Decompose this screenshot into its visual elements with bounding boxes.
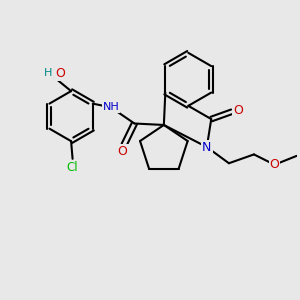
Text: H: H bbox=[44, 68, 52, 78]
Text: N: N bbox=[202, 141, 212, 154]
Text: O: O bbox=[55, 67, 65, 80]
Text: O: O bbox=[118, 145, 128, 158]
Text: NH: NH bbox=[103, 102, 119, 112]
Text: O: O bbox=[270, 158, 280, 171]
Text: O: O bbox=[233, 104, 243, 117]
Text: Cl: Cl bbox=[67, 160, 78, 174]
